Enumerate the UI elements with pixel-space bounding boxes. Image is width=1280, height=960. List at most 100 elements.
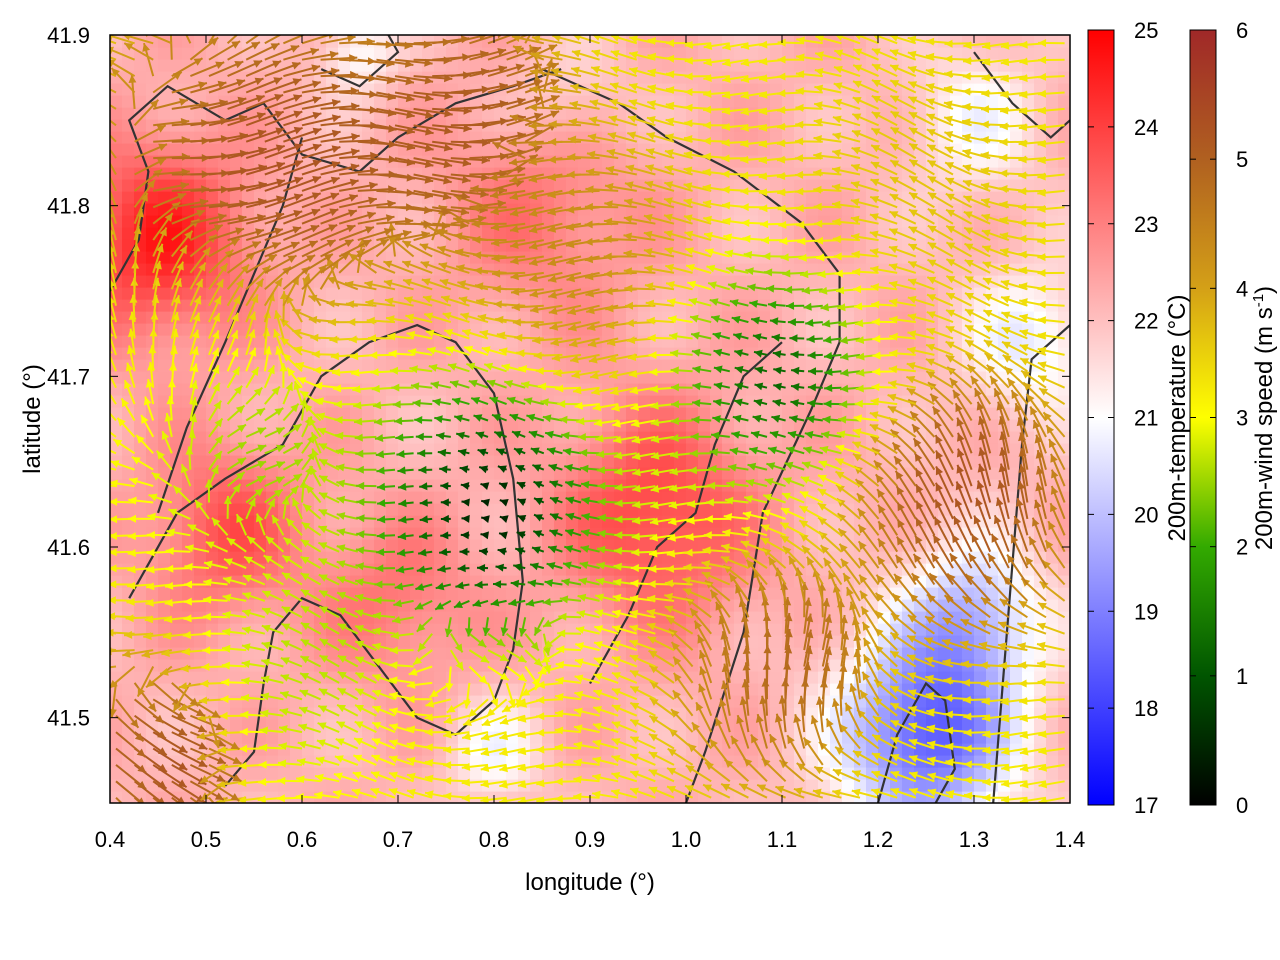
heatmap-cell bbox=[122, 431, 135, 444]
heatmap-cell bbox=[746, 611, 759, 624]
heatmap-cell bbox=[758, 659, 771, 672]
heatmap-cell bbox=[446, 635, 459, 648]
heatmap-cell bbox=[842, 695, 855, 708]
heatmap-cell bbox=[962, 623, 975, 636]
heatmap-cell bbox=[422, 779, 435, 792]
heatmap-cell bbox=[506, 491, 519, 504]
heatmap-cell bbox=[554, 695, 567, 708]
heatmap-cell bbox=[470, 143, 483, 156]
heatmap-cell bbox=[1058, 767, 1070, 780]
heatmap-cell bbox=[410, 527, 423, 540]
heatmap-cell bbox=[182, 671, 195, 684]
heatmap-cell bbox=[542, 179, 555, 192]
heatmap-cell bbox=[110, 383, 123, 396]
heatmap-cell bbox=[830, 191, 843, 204]
heatmap-cell bbox=[770, 695, 783, 708]
heatmap-cell bbox=[422, 47, 435, 60]
heatmap-cell bbox=[1022, 719, 1035, 732]
heatmap-cell bbox=[158, 683, 171, 696]
heatmap-cell bbox=[986, 719, 999, 732]
heatmap-cell bbox=[362, 455, 375, 468]
heatmap-cell bbox=[806, 683, 819, 696]
heatmap-cell bbox=[650, 407, 663, 420]
heatmap-cell bbox=[662, 407, 675, 420]
heatmap-cell bbox=[206, 635, 219, 648]
heatmap-cell bbox=[314, 323, 327, 336]
heatmap-cell bbox=[230, 527, 243, 540]
heatmap-cell bbox=[890, 707, 903, 720]
heatmap-cell bbox=[122, 779, 135, 792]
heatmap-cell bbox=[602, 311, 615, 324]
heatmap-cell bbox=[446, 587, 459, 600]
heatmap-cell bbox=[470, 503, 483, 516]
heatmap-cell bbox=[650, 671, 663, 684]
heatmap-cell bbox=[662, 647, 675, 660]
heatmap-cell bbox=[638, 323, 651, 336]
heatmap-cell bbox=[710, 635, 723, 648]
heatmap-cell bbox=[1058, 143, 1070, 156]
heatmap-cell bbox=[494, 587, 507, 600]
heatmap-cell bbox=[374, 539, 387, 552]
heatmap-cell bbox=[806, 731, 819, 744]
heatmap-cell bbox=[146, 503, 159, 516]
heatmap-cell bbox=[674, 779, 687, 792]
heatmap-cell bbox=[710, 551, 723, 564]
heatmap-cell bbox=[362, 683, 375, 696]
heatmap-cell bbox=[674, 83, 687, 96]
heatmap-cell bbox=[1058, 191, 1070, 204]
heatmap-cell bbox=[710, 647, 723, 660]
heatmap-cell bbox=[602, 275, 615, 288]
heatmap-cell bbox=[134, 647, 147, 660]
heatmap-cell bbox=[722, 323, 735, 336]
heatmap-cell bbox=[998, 563, 1011, 576]
heatmap-cell bbox=[374, 323, 387, 336]
heatmap-cell bbox=[278, 695, 291, 708]
heatmap-cell bbox=[278, 731, 291, 744]
heatmap-cell bbox=[230, 683, 243, 696]
heatmap-cell bbox=[590, 551, 603, 564]
heatmap-cell bbox=[1058, 599, 1070, 612]
heatmap-cell bbox=[830, 635, 843, 648]
heatmap-cell bbox=[410, 587, 423, 600]
heatmap-cell bbox=[110, 659, 123, 672]
heatmap-cell bbox=[422, 455, 435, 468]
heatmap-cell bbox=[698, 515, 711, 528]
heatmap-cell bbox=[854, 779, 867, 792]
heatmap-cell bbox=[434, 455, 447, 468]
heatmap-cell bbox=[830, 71, 843, 84]
heatmap-cell bbox=[758, 275, 771, 288]
heatmap-cell bbox=[686, 695, 699, 708]
heatmap-cell bbox=[602, 599, 615, 612]
heatmap-cell bbox=[290, 611, 303, 624]
heatmap-cell bbox=[866, 767, 879, 780]
heatmap-cell bbox=[170, 671, 183, 684]
heatmap-cell bbox=[266, 419, 279, 432]
heatmap-cell bbox=[182, 743, 195, 756]
heatmap-cell bbox=[614, 275, 627, 288]
heatmap-cell bbox=[902, 779, 915, 792]
heatmap-cell bbox=[638, 491, 651, 504]
heatmap-cell bbox=[158, 659, 171, 672]
heatmap-cell bbox=[122, 215, 135, 228]
heatmap-cell bbox=[782, 371, 795, 384]
heatmap-cell bbox=[170, 683, 183, 696]
heatmap-cell bbox=[542, 755, 555, 768]
heatmap-cell bbox=[230, 707, 243, 720]
heatmap-cell bbox=[206, 527, 219, 540]
heatmap-cell bbox=[470, 467, 483, 480]
heatmap-cell bbox=[350, 503, 363, 516]
heatmap-cell bbox=[854, 755, 867, 768]
heatmap-cell bbox=[1010, 755, 1023, 768]
heatmap-cell bbox=[650, 491, 663, 504]
heatmap-cell bbox=[530, 587, 543, 600]
heatmap-cell bbox=[566, 623, 579, 636]
heatmap-cell bbox=[326, 287, 339, 300]
heatmap-cell bbox=[770, 635, 783, 648]
heatmap-cell bbox=[446, 659, 459, 672]
heatmap-cell bbox=[842, 275, 855, 288]
heatmap-cell bbox=[818, 227, 831, 240]
heatmap-cell bbox=[758, 431, 771, 444]
heatmap-cell bbox=[734, 251, 747, 264]
heatmap-cell bbox=[746, 323, 759, 336]
heatmap-cell bbox=[194, 659, 207, 672]
